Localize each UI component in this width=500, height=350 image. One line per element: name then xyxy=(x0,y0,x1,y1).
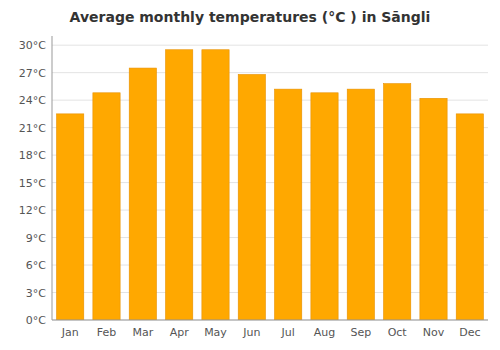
bar xyxy=(202,50,229,320)
x-tick-label: Jan xyxy=(61,326,79,339)
chart: Average monthly temperatures (°C ) in Sā… xyxy=(0,0,500,350)
y-tick-label: 27°C xyxy=(19,67,46,80)
bar xyxy=(347,89,374,320)
bar xyxy=(166,50,193,320)
x-tick-label: Sep xyxy=(350,326,371,339)
grid-line xyxy=(52,72,488,73)
x-tick-label: Dec xyxy=(459,326,480,339)
y-tick-label: 9°C xyxy=(26,232,46,245)
y-tick-label: 18°C xyxy=(19,149,46,162)
bar xyxy=(238,74,265,320)
y-tick-label: 0°C xyxy=(26,314,46,327)
y-axis-line xyxy=(52,36,53,320)
y-tick-label: 6°C xyxy=(26,259,46,272)
bar xyxy=(384,84,411,320)
grid-line xyxy=(52,45,488,46)
y-tick-label: 15°C xyxy=(19,177,46,190)
x-tick-label: May xyxy=(204,326,227,339)
bar xyxy=(93,93,120,320)
title: Average monthly temperatures (°C ) in Sā… xyxy=(70,9,431,25)
x-tick-label: Nov xyxy=(423,326,445,339)
grid xyxy=(52,45,488,320)
x-tick-label: Mar xyxy=(132,326,153,339)
y-tick-label: 30°C xyxy=(19,39,46,52)
grid-line xyxy=(52,320,488,321)
bars xyxy=(57,50,484,320)
bar xyxy=(129,68,156,320)
y-tick-label: 3°C xyxy=(26,287,46,300)
bar xyxy=(456,114,483,320)
y-tick-label: 21°C xyxy=(19,122,46,135)
x-tick-label: Feb xyxy=(97,326,116,339)
x-tick-label: Oct xyxy=(388,326,408,339)
y-tick-label: 24°C xyxy=(19,94,46,107)
x-tick-label: Jul xyxy=(281,326,295,339)
y-tick-label: 12°C xyxy=(19,204,46,217)
bar xyxy=(57,114,84,320)
bar xyxy=(311,93,338,320)
bar xyxy=(420,98,447,320)
x-tick-label: Apr xyxy=(170,326,190,339)
x-tick-label: Aug xyxy=(314,326,335,339)
x-axis-line xyxy=(52,320,488,321)
x-tick-label: Jun xyxy=(242,326,260,339)
bar xyxy=(275,89,302,320)
